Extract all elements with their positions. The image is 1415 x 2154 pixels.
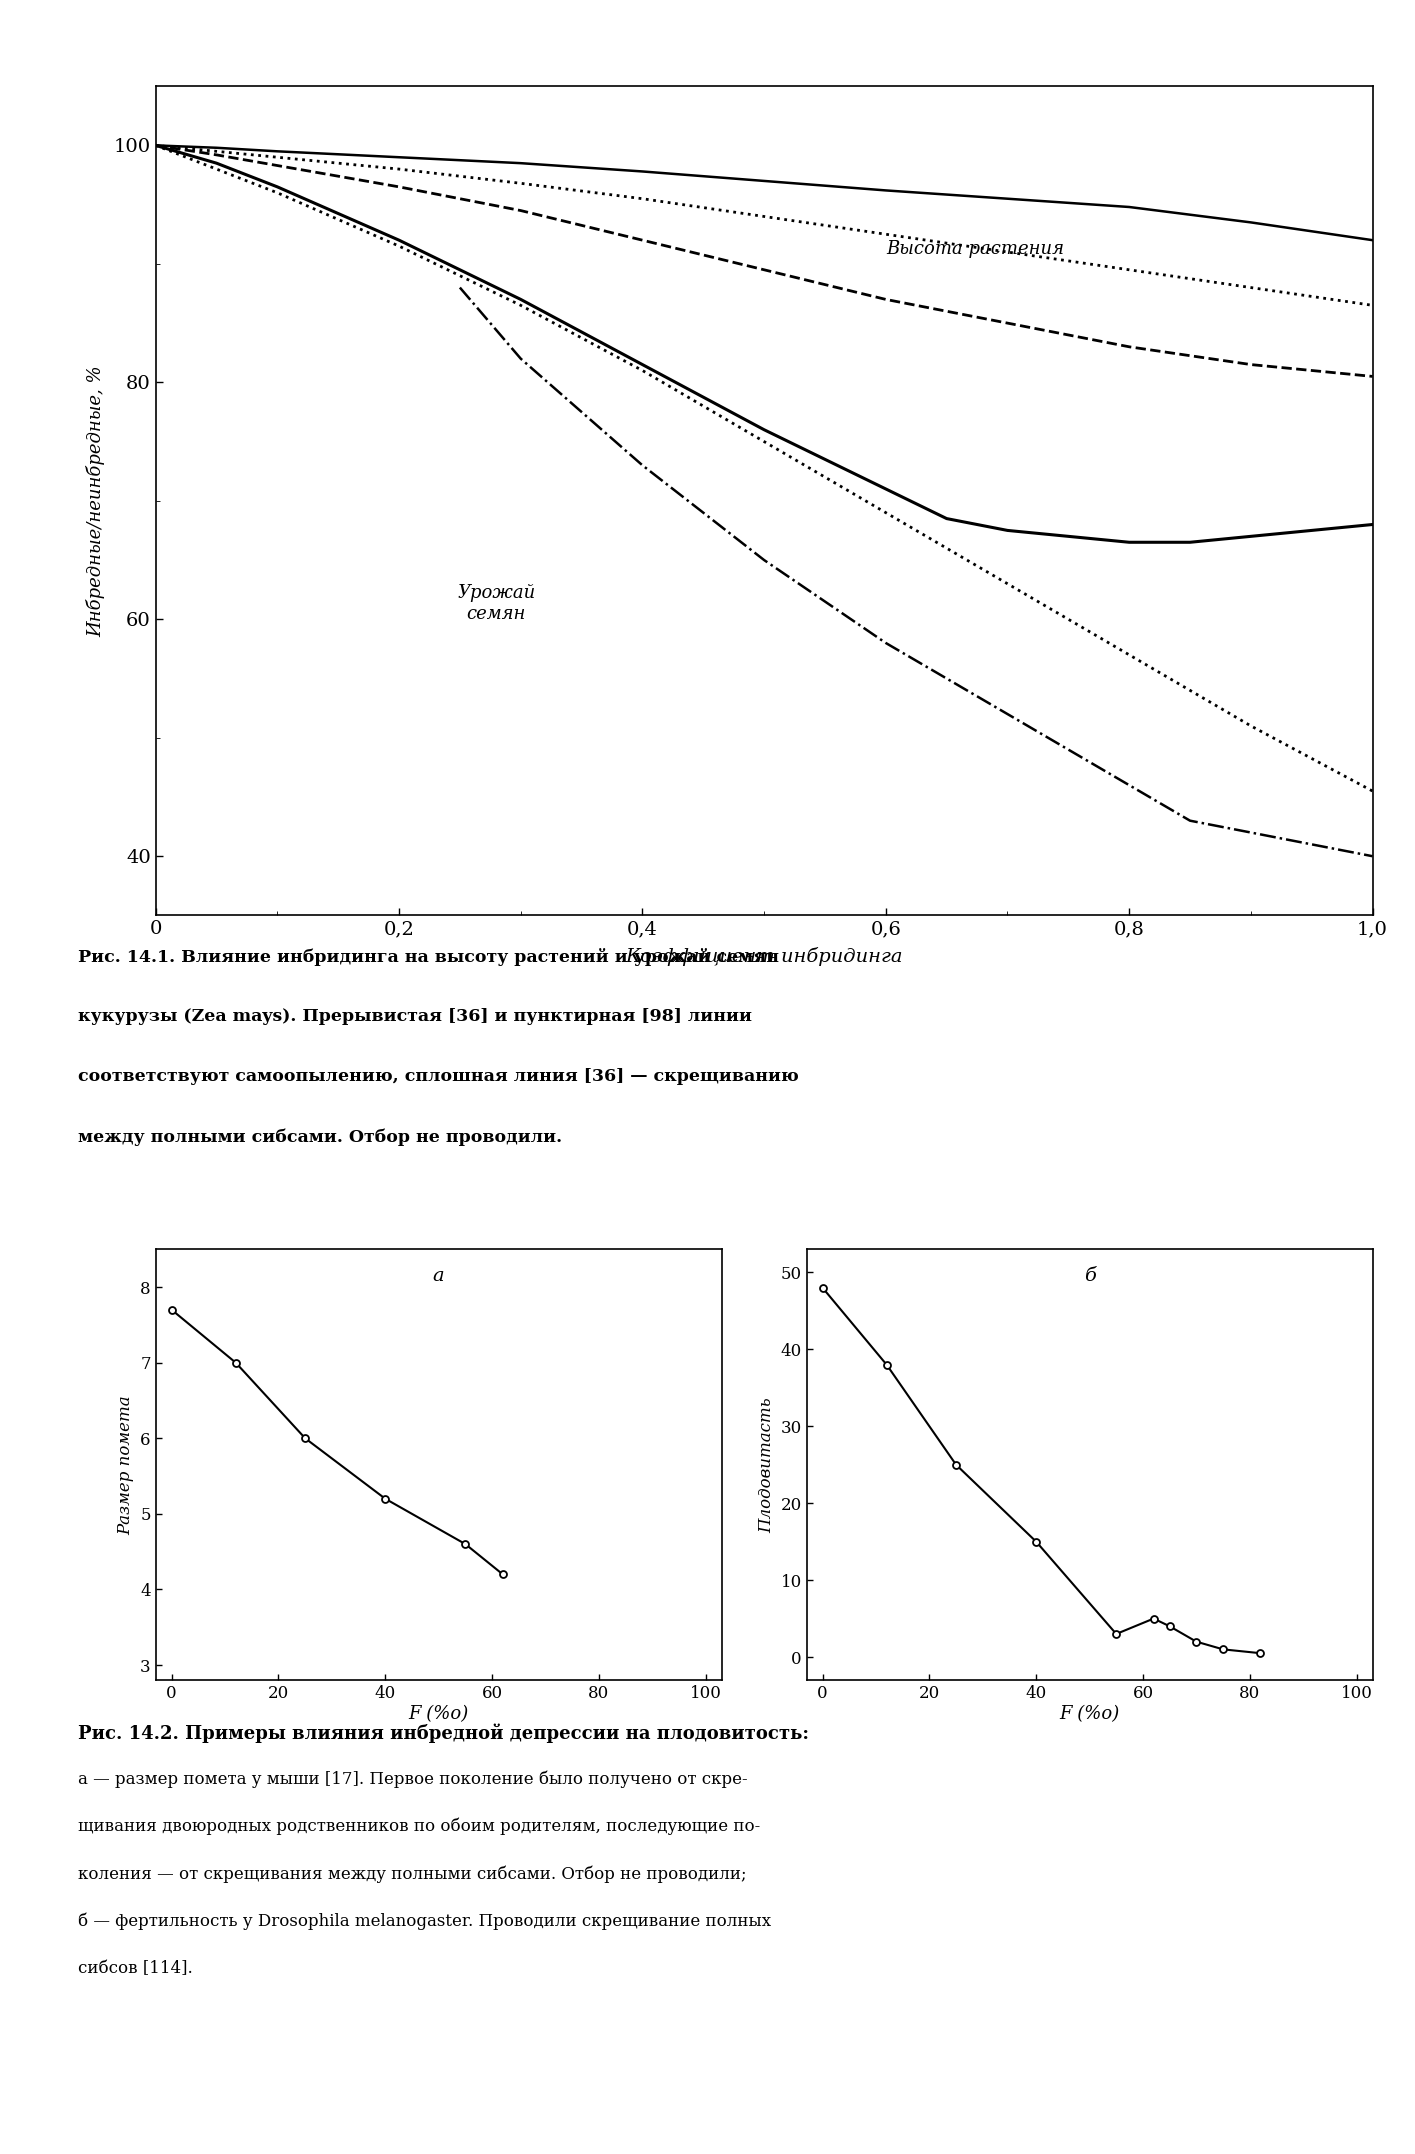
Text: соответствуют самоопылению, сплошная линия [36] — скрещиванию: соответствуют самоопылению, сплошная лин… [78,1068,798,1086]
Text: щивания двоюродных родственников по обоим родителям, последующие по-: щивания двоюродных родственников по обои… [78,1818,760,1835]
Text: кукурузы (Zea mays). Прерывистая [36] и пунктирная [98] линии: кукурузы (Zea mays). Прерывистая [36] и … [78,1008,751,1025]
Y-axis label: Плодовитасть: Плодовитасть [758,1398,775,1531]
Text: Высота растения: Высота растения [886,239,1064,258]
X-axis label: Коэффициент инбридинга: Коэффициент инбридинга [625,946,903,965]
X-axis label: F (%о): F (%о) [1060,1704,1119,1723]
Text: коления — от скрещивания между полными сибсами. Отбор не проводили;: коления — от скрещивания между полными с… [78,1865,746,1883]
Text: Урожай
семян: Урожай семян [457,584,535,623]
Text: б — фертильность у Drosophila melanogaster. Проводили скрещивание полных: б — фертильность у Drosophila melanogast… [78,1913,771,1930]
Text: между полными сибсами. Отбор не проводили.: между полными сибсами. Отбор не проводил… [78,1129,562,1146]
X-axis label: F (%о): F (%о) [409,1704,468,1723]
Text: а — размер помета у мыши [17]. Первое поколение было получено от скре-: а — размер помета у мыши [17]. Первое по… [78,1771,747,1788]
Text: Рис. 14.2. Примеры влияния инбредной депрессии на плодовитость:: Рис. 14.2. Примеры влияния инбредной деп… [78,1723,809,1743]
Text: Рис. 14.1. Влияние инбридинга на высоту растений и урожай семян: Рис. 14.1. Влияние инбридинга на высоту … [78,948,778,965]
Text: б: б [1084,1267,1095,1284]
Y-axis label: Размер помета: Размер помета [117,1396,134,1534]
Text: сибсов [114].: сибсов [114]. [78,1960,192,1977]
Y-axis label: Инбредные/неинбредные, %: Инбредные/неинбредные, % [86,364,105,638]
Text: а: а [433,1267,444,1284]
